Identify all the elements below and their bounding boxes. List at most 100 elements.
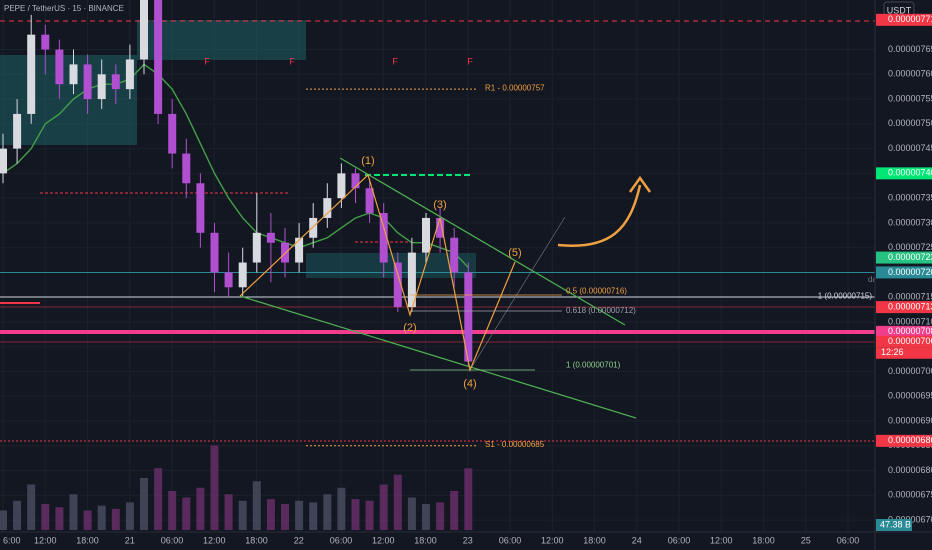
volume-bar [168,491,177,530]
x-tick-label: 18:00 [245,535,268,545]
price-label-box [876,335,932,348]
candle-body [309,217,318,238]
price-label: 0.00000723 [888,252,932,262]
candle-body [168,113,177,154]
volume-bar [41,504,50,530]
chart-title: PEPE / TetherUS · 15 · BINANCE [4,4,124,13]
wave-label: (4) [463,378,476,390]
candle-body [238,262,247,288]
x-tick-label: 21 [125,535,135,545]
candle-body [337,173,346,199]
volume-bar [407,497,416,530]
candle-body [295,237,304,263]
candle-body [224,272,233,288]
axis: 0.00000765 0.00000760 0.00000755 0.00000750… [3,13,932,545]
volume-bar [464,468,473,530]
flag: F [289,56,295,66]
wave-label: (3) [433,199,446,211]
zone-line [0,272,875,273]
candle-body [407,252,416,308]
candle-body [422,217,430,253]
trend-line [239,295,637,419]
candle-body [436,217,445,238]
volume-bar [27,484,36,530]
y-tick-label: 0.00000700 [888,366,932,376]
currency[interactable]: USDT [887,5,912,15]
volume-bar [266,499,275,530]
x-tick-label: 25 [801,535,811,545]
volume-bar [436,502,445,530]
candle-body [13,113,22,149]
volume-bar [450,491,459,530]
x-tick-label: 12:00 [372,535,395,545]
volume-bar [55,507,64,530]
volume-bar [393,474,402,530]
x-tick-label: 24 [632,535,642,545]
volume-label-box [876,519,912,531]
volume-bar [196,487,205,530]
candle-body [97,74,106,100]
volume-bar [97,505,106,530]
y-tick-label: 0.00000765 [888,44,932,54]
zone [137,20,306,60]
y-tick-label: 0.00000755 [888,93,932,103]
volume-bar [182,497,191,530]
x-tick-label: 12:00 [541,535,564,545]
y-tick-label: 0.00000750 [888,118,932,128]
x-tick-label: 12:00 [710,535,733,545]
volume-bar [0,510,7,530]
arrow [557,184,642,247]
volume-bar [224,494,233,530]
price-label: 0.00000740 [888,168,932,178]
candle-body [111,74,120,90]
volume-bar [154,468,163,530]
y-tick-label: 0.00000730 [888,217,932,227]
flag: F [392,56,398,66]
x-tick-label: 23 [463,535,473,545]
moving-average [2,63,469,268]
arrow-head [628,175,652,193]
price-label: 0.00000771 [888,14,932,24]
volume-bar [365,500,374,530]
level-label: 1 (0.00000701) [566,361,621,370]
x-tick-label: 18:00 [752,535,775,545]
countdown: 12:26 [881,347,904,357]
candle-body [393,262,402,308]
candle-body [83,64,92,100]
candle-body [27,34,36,114]
volume-bar [422,504,430,530]
volume-bar [83,510,92,530]
volume-label: 47.38 B [880,519,911,529]
volume-bar [309,502,318,530]
volume-bar [140,478,148,530]
x-tick-label: 12:00 [203,535,226,545]
y-tick-label: 0.00000695 [888,391,932,401]
candle-body [125,59,134,90]
flag: F [204,56,210,66]
flag: F [467,56,473,66]
price-label-box [876,13,932,26]
volume-bar [210,445,219,530]
price-label: 0.00000720 [888,267,932,277]
x-tick-label: 22 [294,535,304,545]
y-tick-label: 0.00000760 [888,69,932,79]
volume-bar [295,500,304,530]
countdown-box [876,347,932,359]
x-tick-label: 06:00 [837,535,860,545]
level-band [0,330,875,334]
x-tick-label: 12:00 [34,535,57,545]
y-tick-label: 0.00000745 [888,143,932,153]
wave-label: (2) [403,322,416,334]
x-tick-label: 06:00 [668,535,691,545]
price-label-box [876,301,932,314]
candle-body [210,232,219,273]
candle-body [323,198,332,218]
price-label-box [876,251,932,264]
volume-bar [281,504,289,530]
x-tick-label: 06:00 [499,535,522,545]
x-tick-label: 18:00 [583,535,606,545]
candle-body [0,148,7,174]
level-label: 0.5 (0.00000716) [566,286,627,295]
